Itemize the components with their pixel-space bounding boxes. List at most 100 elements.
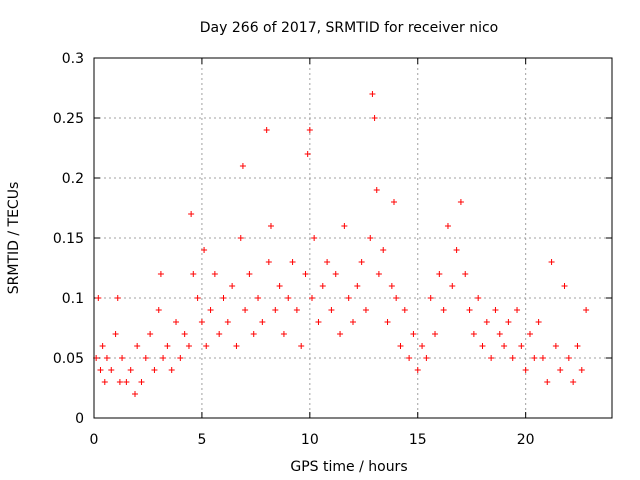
data-point bbox=[298, 343, 305, 349]
data-point bbox=[188, 211, 195, 217]
data-point bbox=[112, 331, 119, 337]
data-point bbox=[97, 367, 104, 373]
x-tick-label: 10 bbox=[301, 432, 319, 448]
data-point bbox=[362, 307, 369, 313]
data-point bbox=[341, 223, 348, 229]
data-point bbox=[337, 331, 344, 337]
data-point bbox=[470, 331, 477, 337]
data-point bbox=[410, 331, 417, 337]
data-point bbox=[285, 295, 292, 301]
data-point bbox=[462, 271, 469, 277]
data-point bbox=[211, 271, 218, 277]
data-point bbox=[99, 343, 106, 349]
data-point bbox=[561, 283, 568, 289]
y-tick-label: 0 bbox=[75, 411, 84, 427]
data-point bbox=[229, 283, 236, 289]
data-point bbox=[583, 307, 590, 313]
data-point bbox=[514, 307, 521, 313]
data-point bbox=[103, 355, 110, 361]
data-point bbox=[444, 223, 451, 229]
data-point bbox=[220, 295, 227, 301]
data-point bbox=[203, 343, 210, 349]
data-point bbox=[453, 247, 460, 253]
chart-title: Day 266 of 2017, SRMTID for receiver nic… bbox=[200, 20, 498, 36]
data-point bbox=[350, 319, 356, 325]
data-point bbox=[114, 295, 121, 301]
data-point bbox=[123, 379, 130, 385]
data-point bbox=[380, 247, 387, 253]
data-point bbox=[557, 367, 564, 373]
data-point bbox=[224, 319, 231, 325]
data-point bbox=[147, 331, 154, 337]
data-point bbox=[201, 247, 208, 253]
x-axis-label: GPS time / hours bbox=[290, 459, 407, 475]
data-point bbox=[311, 235, 318, 241]
data-point bbox=[488, 355, 495, 361]
data-point bbox=[565, 355, 572, 361]
data-point bbox=[384, 319, 391, 325]
data-point bbox=[578, 367, 585, 373]
data-point bbox=[369, 91, 376, 97]
data-point bbox=[302, 271, 309, 277]
data-point bbox=[119, 355, 126, 361]
data-point bbox=[531, 355, 538, 361]
data-point bbox=[449, 283, 456, 289]
data-point bbox=[168, 367, 175, 373]
data-point bbox=[548, 259, 555, 265]
data-point bbox=[95, 295, 102, 301]
data-point bbox=[315, 319, 322, 325]
data-point bbox=[375, 271, 382, 277]
y-tick-label: 0.2 bbox=[62, 171, 84, 187]
data-point bbox=[535, 319, 542, 325]
data-point bbox=[263, 127, 270, 133]
data-point bbox=[552, 343, 559, 349]
data-point bbox=[574, 343, 581, 349]
y-tick-label: 0.05 bbox=[53, 351, 84, 367]
data-point bbox=[475, 295, 482, 301]
data-point bbox=[108, 367, 115, 373]
data-point bbox=[164, 343, 171, 349]
data-point bbox=[160, 355, 167, 361]
x-tick-label: 0 bbox=[90, 432, 99, 448]
data-point bbox=[414, 367, 421, 373]
data-point bbox=[289, 259, 296, 265]
data-point bbox=[440, 307, 447, 313]
data-point bbox=[522, 367, 529, 373]
data-point bbox=[134, 343, 141, 349]
data-point bbox=[127, 367, 134, 373]
data-point bbox=[509, 355, 516, 361]
y-tick-label: 0.25 bbox=[53, 111, 84, 127]
data-point bbox=[250, 331, 257, 337]
data-point bbox=[391, 199, 398, 205]
data-point bbox=[194, 295, 201, 301]
data-point bbox=[319, 283, 326, 289]
y-tick-label: 0.3 bbox=[62, 51, 84, 67]
data-point bbox=[306, 127, 313, 133]
data-point bbox=[427, 295, 434, 301]
data-point bbox=[457, 199, 464, 205]
y-axis-label: SRMTID / TECUs bbox=[6, 182, 22, 295]
data-point bbox=[423, 355, 430, 361]
data-point bbox=[216, 331, 223, 337]
data-point bbox=[570, 379, 577, 385]
data-point bbox=[371, 115, 378, 121]
data-point bbox=[185, 343, 192, 349]
data-point bbox=[518, 343, 525, 349]
data-point bbox=[501, 343, 508, 349]
data-point bbox=[393, 295, 400, 301]
data-point bbox=[255, 295, 262, 301]
data-point bbox=[280, 331, 287, 337]
data-point bbox=[539, 355, 546, 361]
data-point bbox=[544, 379, 551, 385]
data-points bbox=[93, 91, 590, 397]
data-point bbox=[173, 319, 180, 325]
data-point bbox=[246, 271, 253, 277]
data-point bbox=[466, 307, 473, 313]
data-point bbox=[401, 307, 408, 313]
data-point bbox=[267, 223, 274, 229]
data-point bbox=[293, 307, 300, 313]
data-point bbox=[116, 379, 123, 385]
data-point bbox=[397, 343, 404, 349]
data-point bbox=[304, 151, 311, 157]
